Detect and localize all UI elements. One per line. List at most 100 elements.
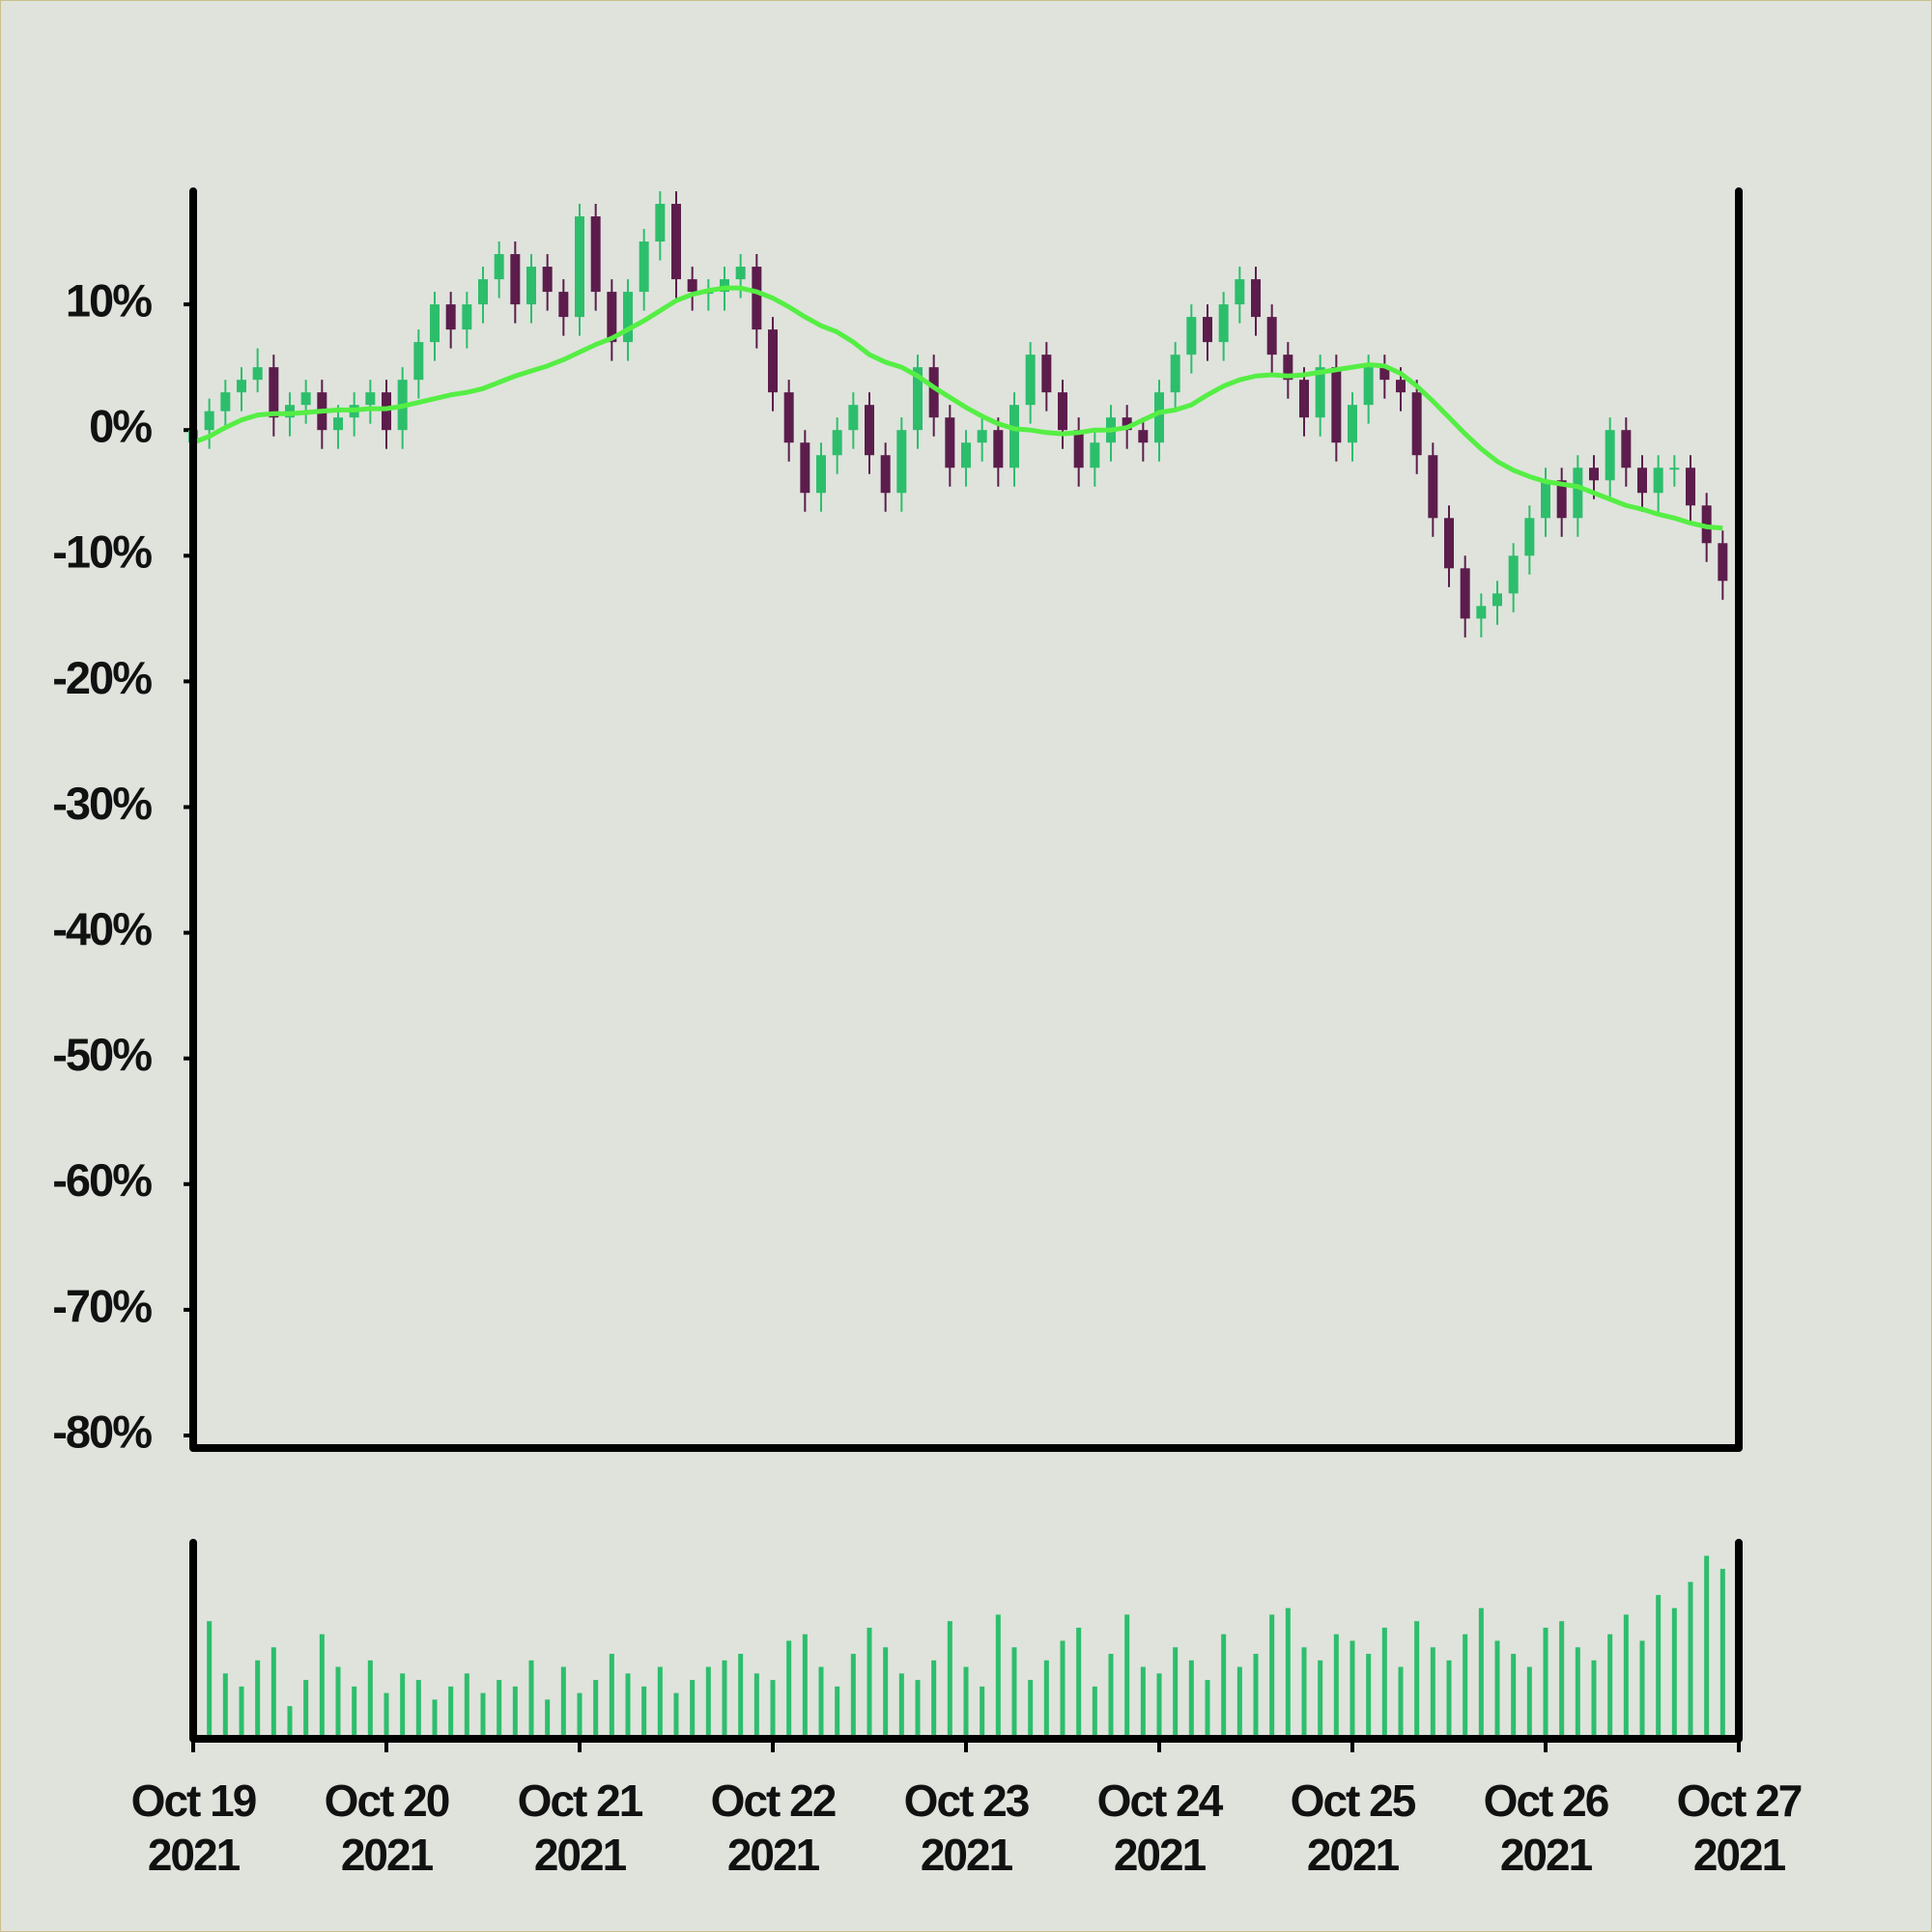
candle-body — [687, 279, 697, 293]
candle-body — [1637, 468, 1647, 494]
volume-bar — [1414, 1621, 1420, 1739]
candle-body — [865, 405, 874, 456]
candle-body — [1315, 367, 1325, 418]
volume-bar — [786, 1640, 792, 1739]
volume-bar — [1543, 1627, 1548, 1739]
candle-body — [816, 455, 826, 494]
volume-bar — [1478, 1607, 1484, 1739]
volume-bar — [1076, 1627, 1082, 1739]
candle-body — [1363, 367, 1374, 406]
volume-bar — [1333, 1634, 1339, 1739]
volume-bar — [1511, 1654, 1517, 1739]
candle-body — [462, 304, 472, 330]
volume-bar — [400, 1673, 406, 1739]
candle-body — [1396, 380, 1406, 393]
volume-bar — [497, 1680, 502, 1739]
volume-bar — [1092, 1686, 1097, 1739]
y-tick-label: -10% — [52, 526, 152, 578]
volume-bar — [512, 1686, 518, 1739]
x-tick-label: Oct 26 2021 — [1483, 1776, 1610, 1880]
candle-body — [494, 254, 504, 280]
candle-body — [945, 417, 955, 469]
volume-bar — [947, 1621, 952, 1739]
volume-bar — [1318, 1660, 1323, 1739]
volume-bar — [560, 1666, 566, 1739]
candle-body — [1444, 518, 1454, 569]
candle-body — [237, 380, 246, 393]
candle-body — [478, 279, 488, 305]
volume-bar — [1381, 1627, 1387, 1739]
volume-bar — [980, 1686, 985, 1739]
volume-bar — [1043, 1660, 1049, 1739]
volume-bar — [464, 1673, 469, 1739]
volume-bar — [898, 1673, 904, 1739]
candle-body — [1605, 430, 1615, 481]
volume-bar — [1221, 1634, 1227, 1739]
volume-bar — [1704, 1555, 1710, 1739]
candle-body — [896, 430, 907, 494]
volume-bar — [1575, 1647, 1580, 1739]
volume-bar — [673, 1692, 679, 1739]
volume-bar — [1591, 1660, 1597, 1739]
candle-body — [365, 392, 376, 406]
y-tick-label: -80% — [52, 1406, 152, 1457]
candle-body — [913, 367, 923, 431]
volume-bar — [448, 1686, 454, 1739]
volume-bar — [915, 1680, 921, 1739]
volume-bar — [1060, 1640, 1065, 1739]
candle-body — [526, 267, 536, 305]
x-tick-label: Oct 27 2021 — [1676, 1776, 1804, 1880]
candle-body — [1218, 304, 1229, 343]
volume-bar — [1430, 1647, 1435, 1739]
candle-body — [1573, 468, 1583, 519]
volume-bar — [1639, 1640, 1645, 1739]
candle-body — [735, 267, 746, 280]
y-tick-label: -40% — [52, 903, 152, 954]
volume-bar — [1463, 1634, 1468, 1739]
candle-body — [623, 292, 633, 343]
candle-body — [607, 292, 617, 343]
volume-bar — [722, 1660, 727, 1739]
volume-bar — [609, 1654, 614, 1739]
candle-body — [1541, 480, 1550, 519]
volume-bar — [528, 1660, 534, 1739]
volume-bar — [255, 1660, 261, 1739]
volume-bar — [738, 1654, 744, 1739]
volume-bar — [1108, 1654, 1114, 1739]
volume-bar — [577, 1692, 582, 1739]
volume-bar — [818, 1666, 824, 1739]
candle-body — [1476, 606, 1487, 619]
main-axes — [189, 187, 1743, 1452]
candle-body — [1589, 468, 1599, 481]
candle-body — [1058, 392, 1067, 431]
x-tick-label: Oct 22 2021 — [710, 1776, 838, 1880]
candle-body — [752, 267, 762, 330]
candle-body — [1251, 279, 1261, 318]
candle-body — [768, 329, 778, 393]
candle-body — [1266, 317, 1277, 355]
candle-body — [1348, 405, 1357, 443]
volume-bar — [1285, 1607, 1291, 1739]
candle-body — [961, 442, 971, 469]
candle-body — [590, 216, 601, 293]
candle-body — [285, 405, 295, 418]
candle-body — [413, 342, 424, 381]
volume-bar — [1156, 1673, 1162, 1739]
volume-bar — [641, 1686, 647, 1739]
volume-bar — [995, 1614, 1001, 1739]
candle-body — [1653, 468, 1663, 494]
x-tick-label: Oct 25 2021 — [1290, 1776, 1417, 1880]
candle-body — [542, 267, 553, 293]
candle-body — [510, 254, 521, 305]
candle-body — [445, 304, 456, 330]
candle-body — [1428, 455, 1438, 519]
candle-body — [1379, 367, 1390, 381]
candle-body — [252, 367, 263, 381]
candle-body — [848, 405, 859, 431]
volume-bar — [835, 1686, 840, 1739]
candle-body — [880, 455, 891, 494]
y-tick-label: 10% — [66, 275, 152, 327]
volume-bar — [883, 1647, 889, 1739]
volume-bar — [1140, 1666, 1146, 1739]
volume-bar — [352, 1686, 357, 1739]
